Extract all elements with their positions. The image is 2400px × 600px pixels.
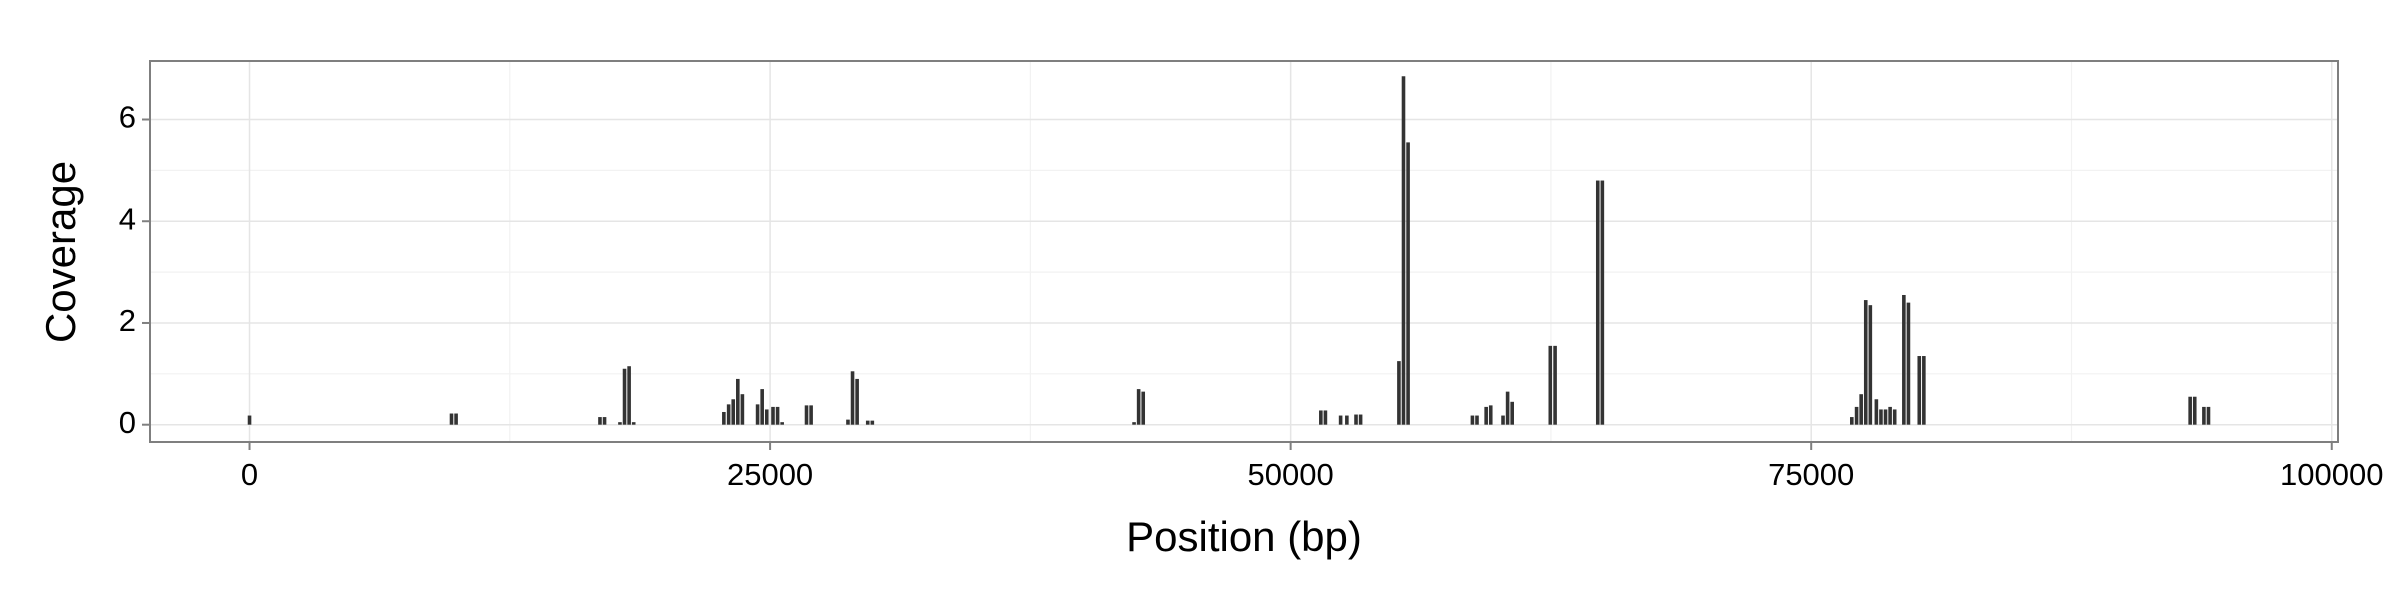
bar [722, 411, 726, 425]
bar [1879, 409, 1883, 425]
bar [1595, 180, 1600, 425]
bar [1475, 415, 1479, 425]
bar [2202, 406, 2206, 425]
bar [1868, 305, 1873, 425]
x-axis-title: Position (bp) [1126, 513, 1362, 560]
bar [850, 371, 855, 425]
bar [1406, 142, 1410, 425]
plot-border [149, 60, 2339, 443]
bar [804, 405, 809, 425]
x-tick-label: 100000 [2280, 457, 2383, 492]
bar [1505, 391, 1510, 425]
bar [1132, 422, 1136, 425]
bar [618, 422, 622, 425]
bar [780, 422, 784, 425]
bar [1338, 415, 1343, 425]
bar [1358, 414, 1363, 425]
bar [1488, 405, 1493, 425]
y-tick-label: 4 [119, 201, 136, 236]
bar [846, 419, 850, 425]
bar [598, 417, 602, 425]
bar [1888, 406, 1892, 425]
bar [1323, 410, 1328, 425]
bar [1354, 414, 1358, 425]
bar [775, 406, 780, 425]
bar [764, 409, 769, 425]
bar [247, 415, 252, 425]
bar [622, 368, 627, 425]
bar [1319, 410, 1323, 425]
bar [1136, 389, 1141, 425]
bar [1883, 409, 1888, 425]
y-axis-title: Coverage [37, 161, 84, 343]
bar [2192, 396, 2197, 425]
bar [1892, 409, 1897, 425]
bar [755, 404, 760, 425]
y-tick-label: 0 [119, 405, 136, 440]
bar [771, 406, 775, 425]
bar [602, 417, 607, 425]
bar [870, 420, 875, 425]
bar [454, 413, 458, 425]
bar [1874, 399, 1879, 425]
bar [740, 394, 745, 425]
bar [1863, 300, 1868, 425]
bar [809, 405, 813, 425]
bar [1553, 345, 1557, 425]
bar [1548, 345, 1553, 425]
bar [1345, 415, 1349, 425]
bar [1510, 401, 1514, 425]
bar [631, 422, 636, 425]
bar [1501, 415, 1505, 425]
bar [449, 413, 454, 425]
bar [1397, 361, 1401, 425]
bar [731, 399, 736, 425]
x-tick-label: 0 [241, 457, 258, 492]
bar [1850, 417, 1854, 425]
x-tick-label: 75000 [1768, 457, 1854, 492]
bar [1917, 356, 1922, 425]
bar [1902, 294, 1906, 425]
bar [855, 378, 859, 425]
bar [1906, 302, 1911, 425]
bar [726, 404, 731, 425]
bar [1401, 76, 1406, 425]
bar [1141, 391, 1146, 425]
bar [1859, 394, 1863, 425]
bar [1854, 406, 1859, 425]
bar [2206, 406, 2211, 425]
bar [1484, 406, 1488, 425]
bar [865, 420, 870, 425]
plot-background [150, 61, 2338, 442]
x-tick-label: 25000 [727, 457, 813, 492]
y-tick-label: 2 [119, 303, 136, 338]
x-tick-label: 50000 [1248, 457, 1334, 492]
y-tick-label: 6 [119, 100, 136, 135]
bar [1922, 356, 1926, 425]
bar [627, 366, 631, 425]
bar [1600, 180, 1605, 425]
bar [736, 378, 740, 425]
bar [1470, 415, 1475, 425]
bar [760, 389, 764, 425]
bar [2188, 396, 2192, 425]
